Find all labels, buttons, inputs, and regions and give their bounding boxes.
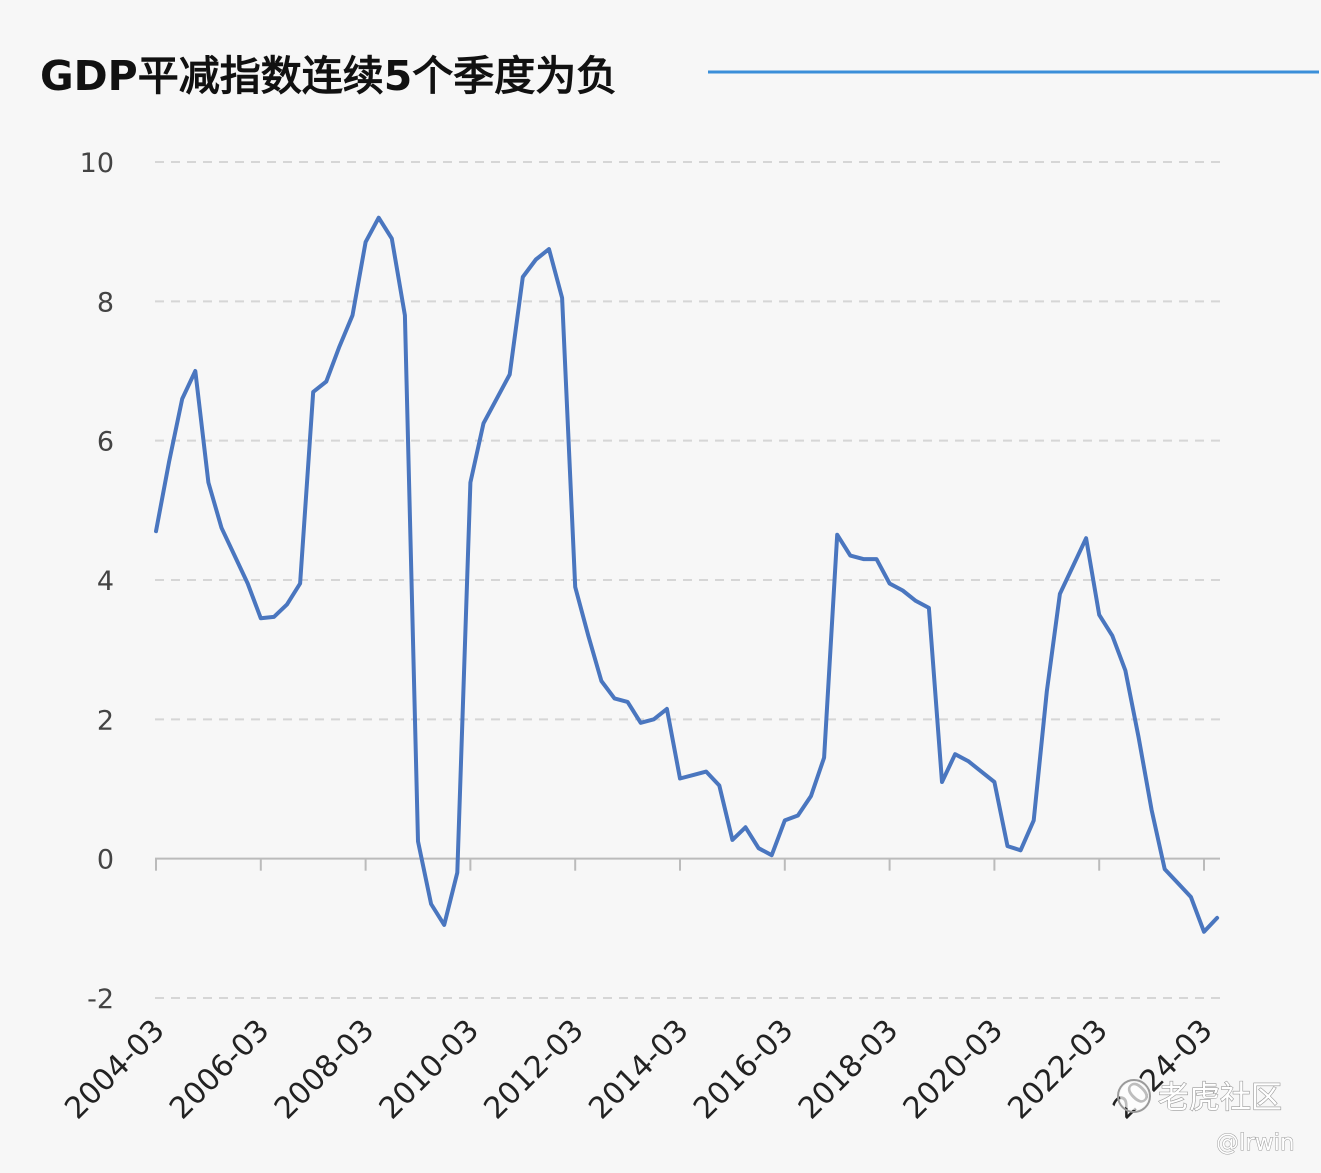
y-tick-label: 8 — [97, 287, 114, 318]
x-tick-label: 2014-03 — [582, 1013, 695, 1126]
y-tick-label: 6 — [97, 427, 114, 458]
y-axis-ticks: -2 0 2 4 6 8 10 — [80, 148, 114, 1015]
x-tick-label: 2022-03 — [1001, 1013, 1114, 1126]
x-tick-label: 2004-03 — [58, 1013, 171, 1126]
watermark-text: 老虎社区 — [1158, 1080, 1282, 1116]
y-tick-label: 2 — [97, 705, 114, 736]
x-tick-label: 2016-03 — [687, 1013, 800, 1126]
series-line — [154, 215, 1220, 934]
x-tick-label: 2008-03 — [268, 1013, 381, 1126]
grid-lines — [155, 161, 1220, 999]
x-axis: 2004-032006-032008-032010-032012-032014-… — [58, 857, 1220, 1126]
watermark: 老虎社区 @lrwin — [1117, 1079, 1295, 1157]
series-layer — [154, 215, 1220, 934]
x-tick-label: 2018-03 — [792, 1013, 905, 1126]
x-tick-label: 2006-03 — [163, 1013, 276, 1126]
x-tick-label: 2012-03 — [477, 1013, 590, 1126]
chart-title: GDP平减指数连续5个季度为负 — [40, 52, 617, 100]
x-tick-label: 2010-03 — [373, 1013, 486, 1126]
watermark-handle: @lrwin — [1216, 1130, 1295, 1156]
y-tick-label: -2 — [87, 984, 114, 1015]
y-tick-label: 0 — [97, 845, 114, 876]
y-tick-label: 4 — [97, 566, 114, 597]
y-tick-label: 10 — [80, 148, 114, 179]
watermark-logo-icon — [1117, 1079, 1151, 1113]
x-tick-label: 2020-03 — [897, 1013, 1010, 1126]
